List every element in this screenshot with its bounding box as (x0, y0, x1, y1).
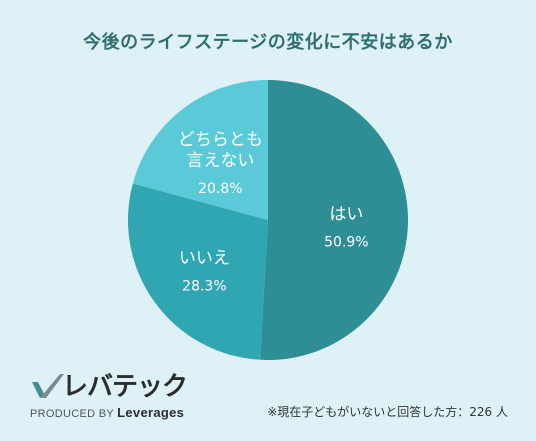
pie-slice-0 (260, 80, 408, 360)
produced-by: PRODUCED BY Leverages (30, 405, 184, 420)
chart-title: 今後のライフステージの変化に不安はあるか (83, 32, 453, 53)
slice-name-2-1: 言えない (186, 151, 254, 171)
slice-name-0-0: はい (329, 205, 363, 225)
slice-value-1: 28.3% (182, 278, 226, 294)
pie-slice-2 (132, 80, 268, 220)
slice-value-0: 50.9% (324, 235, 368, 251)
respondent-note: ※現在子どもがいないと回答した方：226 人 (267, 405, 508, 419)
levtech-logo-icon (32, 374, 64, 398)
slice-name-2-0: どちらとも (178, 130, 263, 150)
slice-name-1-0: いいえ (179, 248, 230, 268)
produced-by-label: PRODUCED BY (30, 408, 114, 420)
pie-slice-1 (128, 183, 268, 360)
slice-value-2: 20.8% (198, 181, 242, 197)
logo-text: レバテック (62, 372, 188, 402)
brand-name: Leverages (117, 405, 185, 420)
